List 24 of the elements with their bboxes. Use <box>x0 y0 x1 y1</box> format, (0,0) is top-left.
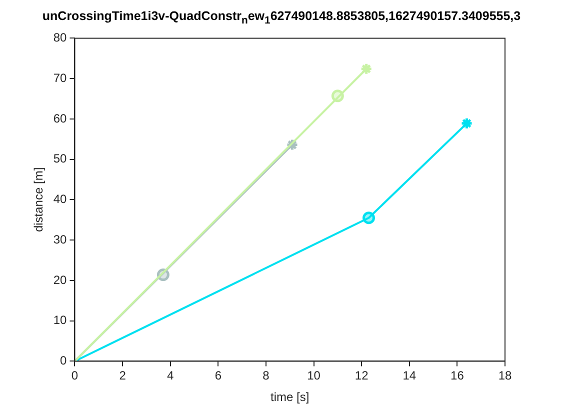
x-tick-label: 0 <box>71 368 78 383</box>
x-tick-label: 10 <box>307 368 321 383</box>
x-tick-label: 12 <box>354 368 369 383</box>
x-tick-label: 16 <box>450 368 464 383</box>
y-tick-label: 50 <box>53 152 68 166</box>
point <box>460 117 474 130</box>
x-tick-label: 14 <box>402 368 416 383</box>
y-tick-label: 40 <box>53 192 68 206</box>
y-tick-label: 0 <box>60 354 68 368</box>
x-tick-label: 18 <box>498 368 512 383</box>
y-tick-label: 60 <box>53 111 68 126</box>
x-tick-label: 8 <box>262 368 270 383</box>
x-axis-title: time [s] <box>270 390 310 404</box>
x-tick-label: 2 <box>119 368 126 383</box>
point <box>360 62 373 76</box>
y-tick-label: 10 <box>53 313 68 328</box>
x-tick-label: 4 <box>167 368 174 383</box>
y-axis-title: distance [m] <box>32 167 46 232</box>
y-tick-label: 30 <box>53 232 68 246</box>
x-tick-label: 6 <box>214 368 222 383</box>
y-tick-label: 20 <box>53 272 68 287</box>
y-tick-label: 70 <box>53 70 68 85</box>
y-tick-label: 80 <box>53 30 68 45</box>
chart-title: unCrossingTime1i3v-QuadConstr$_{n}$ew$_{1}$627490148.8853805,1627490157.3409555,3 <box>41 8 522 28</box>
